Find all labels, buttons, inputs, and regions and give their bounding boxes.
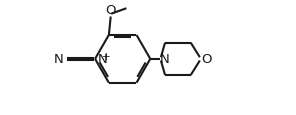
Text: O: O xyxy=(106,4,116,17)
Text: O: O xyxy=(201,53,212,66)
Text: +: + xyxy=(102,51,110,61)
Text: N: N xyxy=(160,53,170,66)
Text: N: N xyxy=(54,53,63,66)
Text: N: N xyxy=(97,53,107,65)
